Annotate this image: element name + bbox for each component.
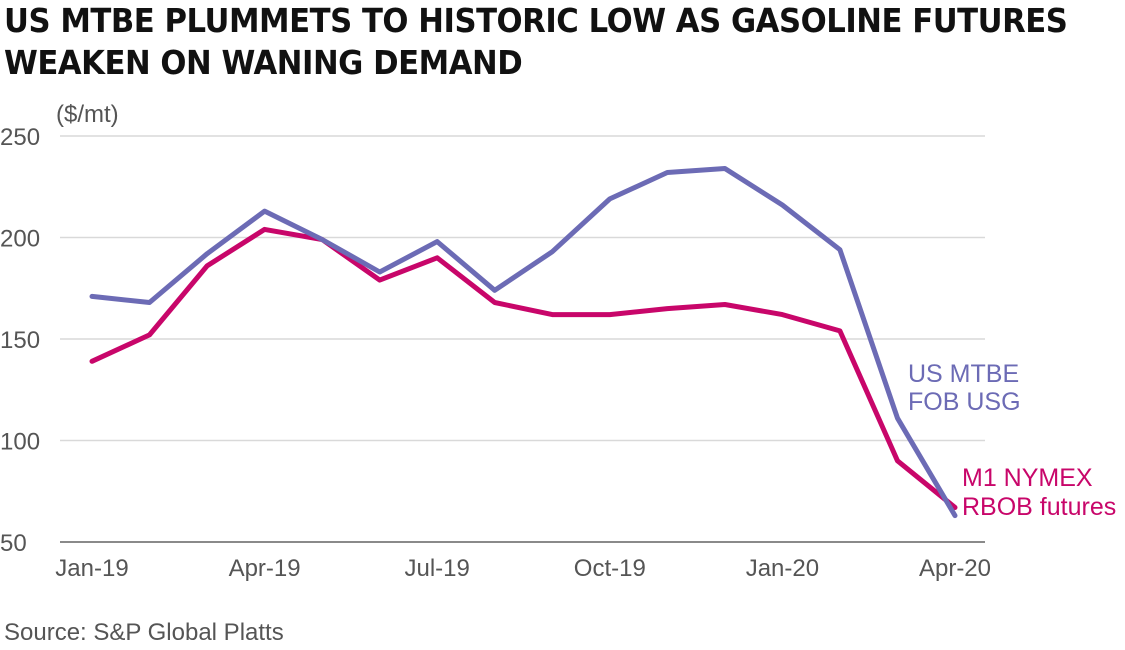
series-line-rbob — [89, 226, 958, 510]
source-note: Source: S&P Global Platts — [4, 619, 284, 646]
series-line-us-mtbe — [89, 166, 958, 519]
y-axis-unit-label: ($/mt) — [56, 101, 119, 128]
y-tick-label: 250 — [0, 124, 40, 151]
y-tick-label: 150 — [0, 327, 40, 354]
chart-title: US MTBE PLUMMETS TO HISTORIC LOW AS GASO… — [4, 0, 1068, 84]
chart-title-line-1: US MTBE PLUMMETS TO HISTORIC LOW AS GASO… — [4, 1, 1068, 40]
y-tick-label: 100 — [0, 429, 40, 456]
series-label-rbob-line-1: M1 NYMEX — [962, 464, 1093, 492]
chart-title-line-2: WEAKEN ON WANING DEMAND — [4, 43, 523, 82]
x-tick-label: Oct-19 — [574, 555, 646, 582]
series-label-rbob-line-2: RBOB futures — [962, 493, 1116, 521]
y-tick-label: 200 — [0, 226, 40, 253]
x-tick-label: Apr-20 — [919, 555, 991, 582]
x-tick-label: Jan-19 — [55, 555, 128, 582]
x-tick-label: Jan-20 — [746, 555, 819, 582]
series-label-us-mtbe-line-2: FOB USG — [908, 388, 1021, 416]
x-tick-label: Jul-19 — [405, 555, 470, 582]
series-label-us-mtbe-line-1: US MTBE — [908, 360, 1019, 388]
x-tick-label: Apr-19 — [229, 555, 301, 582]
y-tick-label: 50 — [0, 530, 27, 557]
